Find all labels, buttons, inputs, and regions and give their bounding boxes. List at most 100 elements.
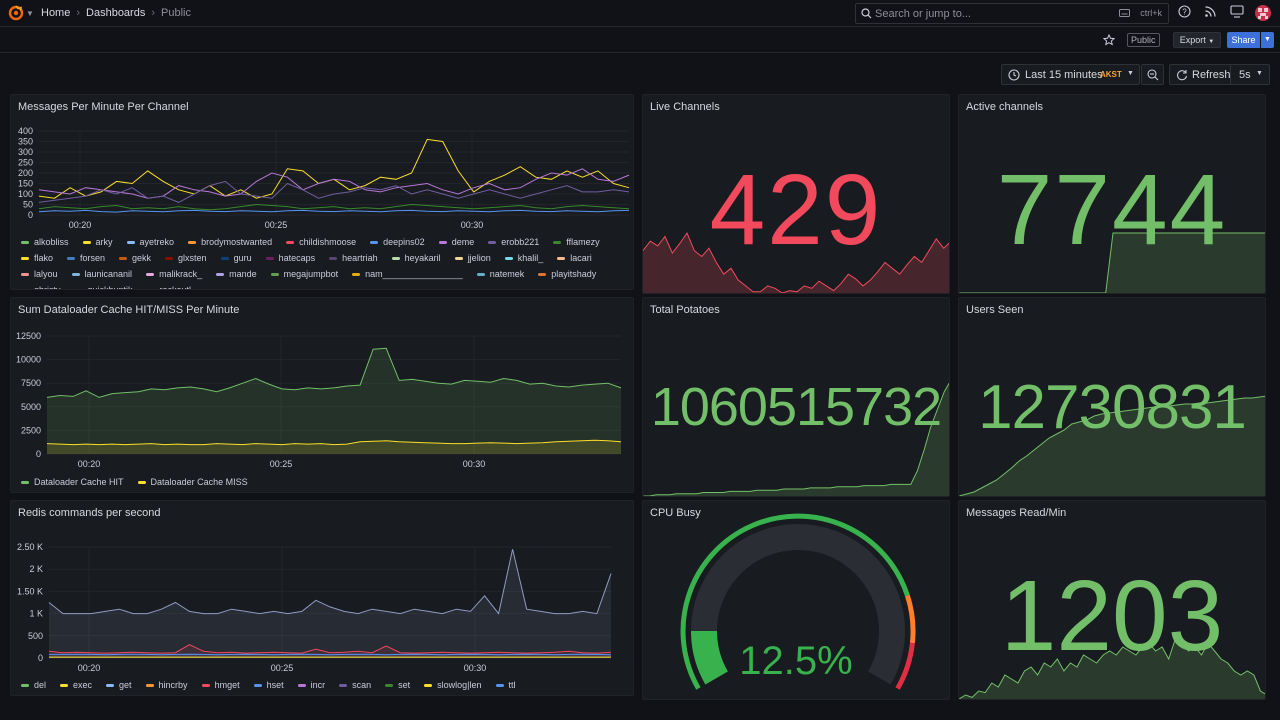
sparkline-line: [959, 638, 1265, 699]
refresh-button[interactable]: Refresh: [1169, 64, 1231, 85]
breadcrumb-separator-icon: ›: [151, 7, 156, 19]
user-avatar[interactable]: [1255, 5, 1271, 21]
legend-item[interactable]: alkobliss: [21, 238, 69, 247]
legend-swatch: [165, 256, 174, 260]
legend-item[interactable]: deepins02: [370, 238, 425, 247]
panel-messages-per-minute[interactable]: Messages Per Minute Per Channel 0 50 100 15…: [10, 94, 634, 290]
legend-item[interactable]: scan: [339, 680, 371, 690]
legend-item[interactable]: heartriah: [329, 253, 378, 263]
share-button[interactable]: Share: [1227, 32, 1260, 48]
legend-item[interactable]: launicananil: [71, 269, 132, 279]
legend-swatch: [253, 683, 262, 687]
chevron-down-icon[interactable]: ▼: [26, 9, 34, 18]
legend-item[interactable]: mande: [216, 269, 257, 279]
panel-dataloader-cache[interactable]: Sum Dataloader Cache HIT/MISS Per Minute…: [10, 297, 634, 493]
legend-swatch: [297, 683, 306, 687]
legend-item[interactable]: set: [385, 680, 410, 690]
legend-item[interactable]: fflamezy: [553, 238, 600, 247]
cpu-busy-value: 12.5%: [739, 639, 853, 683]
legend-item[interactable]: nam________________: [352, 269, 463, 279]
legend-item[interactable]: heyakaril: [391, 253, 441, 263]
news-feed-icon[interactable]: [1204, 5, 1217, 18]
legend-item[interactable]: hincrby: [145, 680, 188, 690]
legend-item[interactable]: arky: [82, 238, 113, 247]
series-line: [46, 347, 622, 398]
legend-item[interactable]: flako: [21, 253, 53, 263]
series-line: [38, 203, 630, 211]
legend-item[interactable]: guru: [220, 253, 252, 263]
legend-item[interactable]: lalyou: [21, 269, 58, 279]
active-channels-sparkline: [959, 232, 1265, 293]
legend-item[interactable]: brodymostwanted: [188, 238, 272, 247]
legend-item[interactable]: rockoutl: [146, 285, 191, 289]
legend-item[interactable]: hset: [253, 680, 284, 690]
refresh-interval-picker[interactable]: 5s ▼: [1231, 64, 1270, 85]
legend-item[interactable]: qhristv: [21, 285, 61, 290]
legend-item[interactable]: lacari: [557, 253, 592, 263]
chart-legend: alkobliss arky ayetreko brodymostwanted chil…: [21, 238, 631, 290]
x-tick-label: 00:30: [461, 220, 484, 230]
legend-item[interactable]: childishmoose: [286, 238, 356, 247]
refresh-label: Refresh: [1192, 69, 1231, 81]
chart-legend: del exec get hincrby hmget hset incr scan set slo…: [21, 680, 631, 690]
legend-item[interactable]: erobb221: [488, 238, 539, 247]
legend-item[interactable]: khalil_: [504, 253, 543, 263]
panel-active-channels[interactable]: Active channels 7744: [958, 94, 1266, 294]
panel-redis-commands[interactable]: Redis commands per second 0 500 1 K 1.50 K 2…: [10, 500, 634, 696]
y-tick-label: 7500: [21, 378, 41, 388]
legend-item[interactable]: Dataloader Cache HIT: [21, 477, 124, 487]
legend-item[interactable]: hatecaps: [265, 253, 315, 263]
legend-item[interactable]: natemek: [476, 269, 524, 279]
search-input[interactable]: Search or jump to... ctrl+k: [855, 3, 1169, 24]
kiosk-mode-icon[interactable]: [1230, 5, 1244, 18]
legend-item[interactable]: ayetreko: [126, 238, 174, 247]
top-navbar: ▼ Home › Dashboards › Public Search or j…: [0, 0, 1280, 27]
legend-item[interactable]: deme: [438, 238, 474, 247]
legend-item[interactable]: hmget: [201, 680, 240, 690]
panel-live-channels[interactable]: Live Channels 429: [642, 94, 950, 294]
legend-item[interactable]: exec: [60, 680, 92, 690]
x-tick-label: 00:30: [464, 663, 487, 673]
gauge-threshold-red: [895, 642, 915, 690]
star-icon[interactable]: [1103, 34, 1115, 46]
legend-item[interactable]: malikrack_: [146, 269, 202, 279]
legend-item[interactable]: get: [106, 680, 132, 690]
legend-label: hmget: [214, 680, 240, 690]
refresh-icon: [1177, 70, 1188, 81]
share-dropdown-chevron-icon[interactable]: ▼: [1261, 32, 1274, 48]
legend-item[interactable]: glxsten: [165, 253, 207, 263]
panel-users-seen[interactable]: Users Seen 12730831: [958, 297, 1266, 497]
keyboard-icon: [1119, 9, 1130, 17]
y-tick-label: 350: [18, 137, 33, 147]
legend-label: slowlog|len: [437, 680, 482, 690]
export-button[interactable]: Export ▼: [1173, 32, 1221, 48]
help-icon[interactable]: ?: [1178, 5, 1191, 18]
legend-label: qhristv: [34, 285, 61, 290]
time-range-picker[interactable]: Last 15 minutes AKST ▼: [1001, 64, 1140, 85]
legend-item[interactable]: gekk: [119, 253, 151, 263]
breadcrumb-dashboards[interactable]: Dashboards: [86, 7, 146, 19]
legend-item[interactable]: del: [21, 680, 46, 690]
series-line: [48, 549, 612, 615]
zoom-out-button[interactable]: [1141, 64, 1164, 85]
active-channels-value: 7744: [996, 154, 1228, 266]
series-line: [38, 168, 630, 199]
grafana-logo-icon[interactable]: [8, 5, 24, 21]
legend-item[interactable]: megajumpbot: [270, 269, 338, 279]
legend-item[interactable]: playitshady: [538, 269, 596, 279]
legend-swatch: [488, 240, 497, 244]
x-tick-label: 00:25: [270, 459, 293, 469]
breadcrumb-home[interactable]: Home: [41, 7, 71, 19]
legend-item[interactable]: quickhuntik: [74, 285, 133, 289]
legend-item[interactable]: slowlog|len: [424, 680, 482, 690]
legend-item[interactable]: ttl: [495, 680, 516, 690]
panel-total-potatoes[interactable]: Total Potatoes 1060515732: [642, 297, 950, 497]
legend-item[interactable]: jjelion: [454, 253, 491, 263]
legend-item[interactable]: forsen: [67, 253, 105, 263]
y-tick-label: 1 K: [29, 609, 43, 619]
legend-swatch: [553, 240, 562, 244]
legend-item[interactable]: Dataloader Cache MISS: [137, 477, 248, 487]
panel-cpu-busy[interactable]: CPU Busy 12.5%: [642, 500, 950, 700]
panel-messages-read[interactable]: Messages Read/Min 1203: [958, 500, 1266, 700]
legend-item[interactable]: incr: [297, 680, 325, 690]
